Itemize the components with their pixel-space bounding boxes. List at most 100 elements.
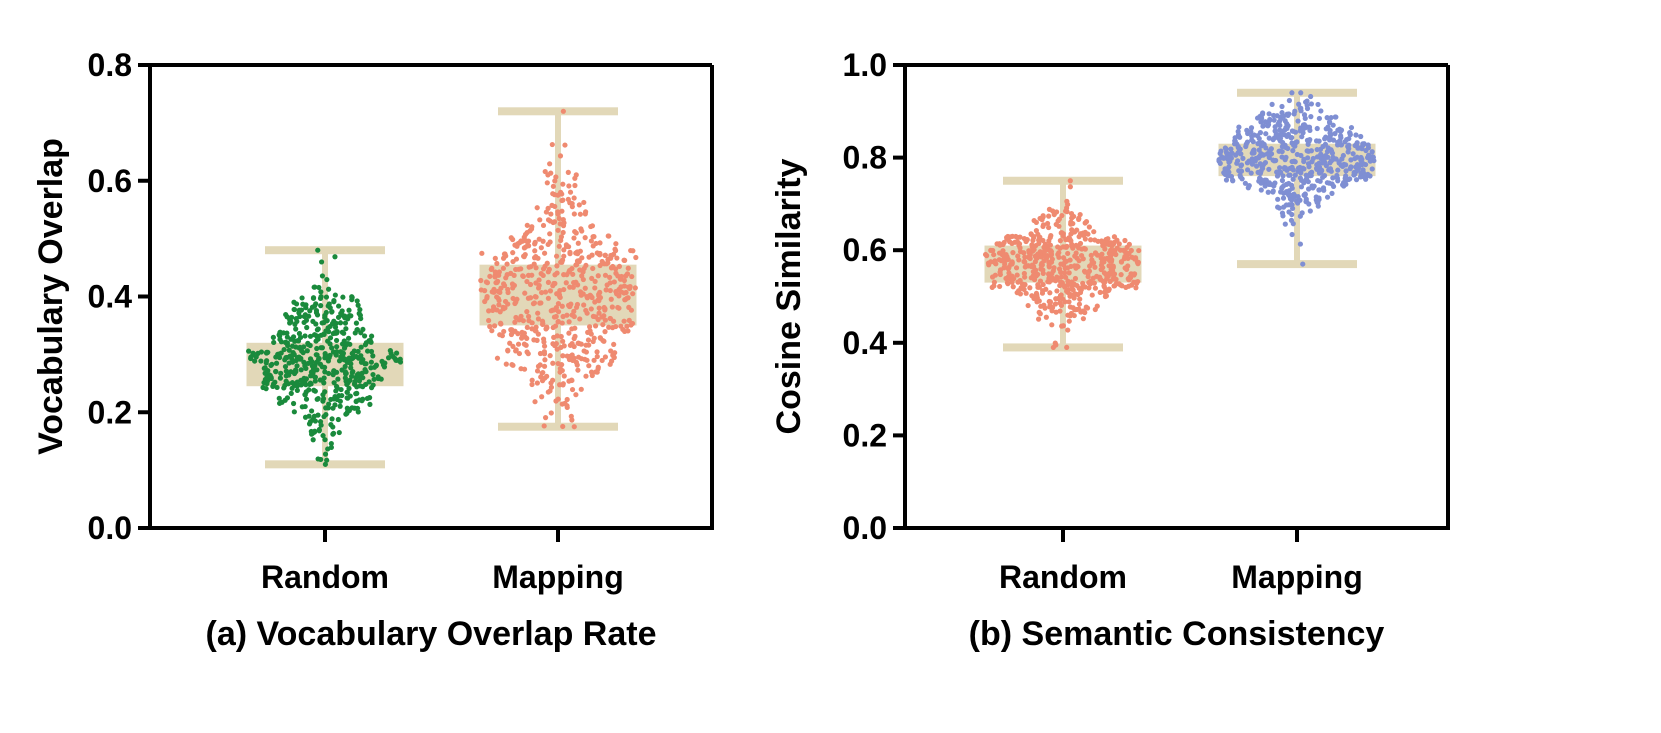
data-point	[610, 325, 616, 331]
data-point	[535, 316, 542, 322]
data-point	[539, 394, 545, 400]
data-point	[1080, 316, 1086, 322]
data-point	[1048, 232, 1054, 239]
data-point	[577, 316, 583, 322]
data-point	[522, 290, 528, 296]
data-point	[544, 324, 550, 330]
data-point	[1245, 167, 1251, 173]
data-point	[1258, 176, 1264, 182]
data-point	[1061, 283, 1067, 289]
data-point	[531, 261, 537, 267]
data-point	[310, 318, 316, 325]
data-point	[1285, 112, 1291, 118]
data-point	[597, 295, 604, 301]
data-point	[303, 396, 310, 402]
data-point	[1291, 191, 1297, 197]
data-point	[1037, 311, 1043, 317]
data-point	[1058, 230, 1064, 236]
data-point	[1274, 173, 1281, 179]
data-point	[1353, 177, 1360, 183]
data-point	[1064, 198, 1070, 204]
data-point	[331, 380, 337, 386]
data-point	[989, 274, 996, 280]
data-point	[323, 294, 330, 300]
data-point	[533, 324, 539, 330]
data-point	[542, 415, 549, 421]
data-point	[1036, 298, 1042, 304]
data-point	[494, 355, 501, 361]
data-point	[1073, 265, 1079, 271]
x-tick-label: Random	[999, 559, 1127, 595]
data-point	[258, 358, 264, 364]
data-point	[502, 305, 508, 311]
data-point	[558, 333, 564, 340]
data-point	[370, 382, 376, 388]
data-point	[1236, 124, 1242, 130]
data-point	[1054, 276, 1060, 282]
data-point	[524, 278, 530, 285]
data-point	[1038, 262, 1044, 268]
data-point	[1069, 243, 1075, 249]
data-point	[313, 301, 319, 307]
data-point	[1348, 157, 1354, 163]
data-point	[316, 428, 322, 434]
data-point	[1077, 296, 1083, 302]
data-point	[308, 408, 315, 414]
data-point	[1122, 237, 1128, 244]
data-point	[263, 360, 269, 366]
data-point	[1350, 151, 1356, 157]
data-point	[494, 260, 500, 267]
data-point	[544, 180, 550, 186]
data-point	[286, 360, 292, 366]
data-point	[1305, 179, 1311, 185]
data-point	[1223, 146, 1229, 152]
data-point	[589, 223, 596, 229]
data-point	[320, 396, 327, 402]
data-point	[621, 257, 627, 263]
data-point	[575, 282, 581, 288]
data-point	[590, 234, 596, 240]
data-point	[1288, 135, 1294, 141]
data-point	[1064, 243, 1070, 249]
data-point	[588, 238, 594, 244]
data-point	[349, 369, 355, 376]
data-point	[612, 350, 618, 356]
data-point	[1283, 154, 1289, 160]
data-point	[589, 294, 595, 301]
data-point	[1330, 122, 1336, 128]
data-point	[296, 307, 302, 313]
data-point	[510, 343, 516, 350]
data-point	[1306, 164, 1312, 170]
data-point	[566, 330, 572, 336]
data-point	[1272, 180, 1278, 186]
data-point	[366, 379, 372, 385]
data-point	[1297, 241, 1304, 247]
data-point	[550, 324, 556, 331]
data-point	[1046, 213, 1052, 219]
data-point	[564, 396, 570, 403]
data-point	[1348, 124, 1355, 131]
data-point	[293, 301, 300, 307]
data-point	[311, 413, 318, 419]
data-point	[346, 407, 352, 414]
data-point	[1300, 261, 1306, 267]
data-point	[571, 335, 577, 342]
data-point	[303, 317, 310, 323]
data-point	[1056, 250, 1062, 256]
data-point	[1090, 275, 1096, 281]
data-point	[555, 309, 562, 315]
data-point	[367, 401, 373, 407]
data-point	[1282, 127, 1288, 133]
data-point	[546, 266, 552, 272]
data-point	[1279, 110, 1285, 116]
data-point	[479, 250, 485, 256]
data-point	[574, 301, 581, 308]
data-point	[318, 332, 324, 338]
y-tick-label: 0.0	[88, 510, 132, 546]
data-point	[556, 243, 562, 249]
data-point	[524, 349, 530, 355]
data-point	[623, 273, 629, 279]
data-point	[1032, 253, 1038, 259]
data-point	[581, 302, 587, 308]
data-point	[1322, 136, 1328, 142]
